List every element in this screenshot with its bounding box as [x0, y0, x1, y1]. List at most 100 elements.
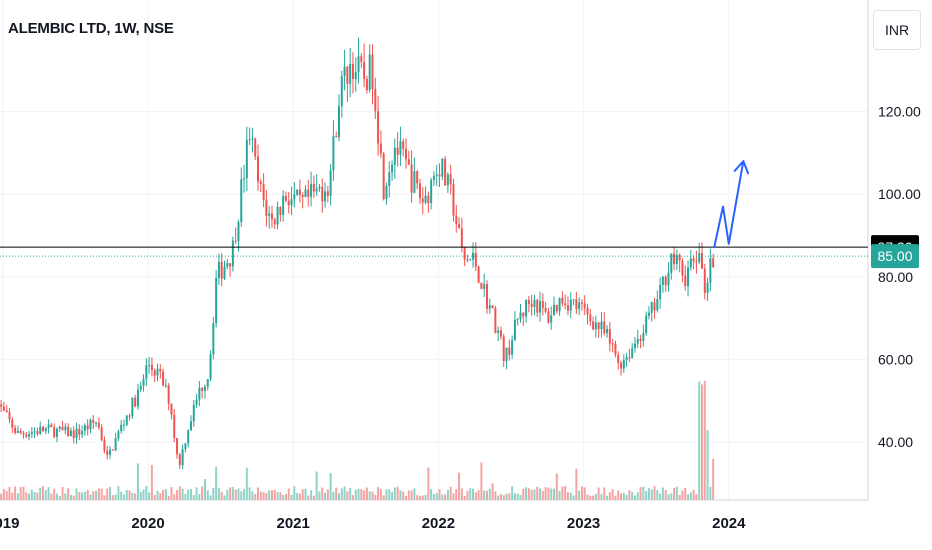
candle-body-down [700, 253, 703, 269]
volume-bar-down [229, 487, 232, 500]
volume-bar-down [474, 492, 477, 500]
volume-bar-up [516, 493, 519, 500]
volume-bar-down [92, 491, 95, 500]
volume-bar-up [469, 488, 472, 500]
volume-bar-down [592, 495, 595, 500]
volume-bar-down [307, 495, 310, 500]
candle-body-down [712, 258, 715, 268]
candle-body-up [706, 282, 709, 293]
candle-body-up [550, 315, 553, 323]
volume-bar-up [354, 489, 357, 500]
volume-bar-up [435, 493, 438, 500]
time-axis[interactable]: 2019 2020 2021 2022 2023 2024 [0, 515, 746, 532]
candle-body-up [343, 66, 346, 77]
candle-body-down [167, 385, 170, 404]
candle-body-up [332, 136, 335, 171]
volume-bar-up [645, 491, 648, 500]
volume-bar-down [410, 490, 413, 500]
candle-body-down [527, 299, 530, 305]
volume-bar-up [139, 491, 142, 500]
volume-bar-up [606, 495, 609, 500]
volume-bar-up [337, 493, 340, 500]
projection-arrow-line [713, 160, 745, 249]
candle-body-up [572, 299, 575, 301]
candle-body-down [410, 164, 413, 193]
candle-body-down [106, 450, 109, 455]
volume-bar-down [178, 486, 181, 500]
candle-body-down [178, 454, 181, 466]
candle-body-down [611, 343, 614, 345]
volume-bar-up [268, 490, 271, 500]
volume-bar-down [508, 493, 511, 500]
candle-body-up [642, 333, 645, 341]
candle-body-down [695, 261, 698, 263]
candle-body-down [262, 183, 265, 200]
volume-bar-down [530, 489, 533, 500]
candle-body-up [661, 276, 664, 286]
candle-body-down [134, 397, 137, 407]
volume-bar-up [245, 467, 248, 500]
volume-bar-up [237, 488, 240, 500]
candle-body-up [511, 340, 514, 355]
volume-bar-up [483, 490, 486, 500]
volume-bar-down [162, 490, 165, 500]
candle-body-down [589, 314, 592, 322]
candle-body-down [36, 431, 39, 434]
candle-body-up [89, 419, 92, 430]
volume-bar-down [583, 487, 586, 500]
projection-arrow[interactable] [713, 160, 750, 249]
candle-body-down [480, 282, 483, 289]
price-tick-label: 100.00 [878, 186, 921, 202]
volume-bar-down [103, 495, 106, 500]
volume-bar-down [377, 487, 380, 500]
candle-body-up [698, 253, 701, 262]
volume-bar-up [446, 489, 449, 500]
price-axis[interactable]: 40.00 60.00 80.00 100.00 120.00 [878, 104, 921, 450]
candle-body-up [513, 319, 516, 341]
candle-body-down [326, 191, 329, 196]
volume-bar-up [519, 494, 522, 500]
candle-body-up [47, 424, 50, 429]
volume-bar-down [466, 491, 469, 500]
candle-body-down [287, 200, 290, 206]
volume-bar-up [578, 490, 581, 500]
volume-bar-up [432, 494, 435, 500]
candle-body-up [539, 301, 542, 313]
candle-body-down [363, 61, 366, 79]
volume-bar-down [485, 490, 488, 500]
volume-bar-down [620, 493, 623, 500]
volume-bar-down [586, 494, 589, 500]
volume-bar-up [343, 486, 346, 500]
volume-bar-up [296, 492, 299, 500]
candle-body-up [667, 272, 670, 286]
volume-bar-up [656, 490, 659, 500]
volume-bar-down [220, 491, 223, 500]
candle-body-up [28, 434, 31, 437]
candle-body-down [78, 428, 81, 435]
volume-bar-down [407, 490, 410, 500]
candle-body-down [416, 171, 419, 184]
candle-body-up [117, 431, 120, 439]
volume-bar-down [589, 495, 592, 500]
volume-bar-down [684, 488, 687, 500]
volume-bar-up [217, 487, 220, 500]
candle-body-up [64, 426, 67, 431]
candle-body-down [371, 54, 374, 90]
volume-bar-down [173, 494, 176, 500]
candle-body-up [689, 258, 692, 268]
candle-body-up [203, 386, 206, 391]
volume-bar-down [444, 494, 447, 500]
volume-bar-down [396, 486, 399, 500]
volume-bar-down [712, 458, 715, 500]
volume-bar-down [287, 488, 290, 500]
volume-bar-up [553, 488, 556, 500]
candle-body-down [86, 425, 89, 430]
candle-body-up [226, 263, 229, 267]
currency-button[interactable]: INR [873, 10, 921, 50]
candle-body-down [536, 299, 539, 313]
candle-body-down [150, 364, 153, 371]
candle-body-up [55, 428, 58, 437]
volume-bar-up [539, 488, 542, 500]
candle-body-down [586, 307, 589, 315]
